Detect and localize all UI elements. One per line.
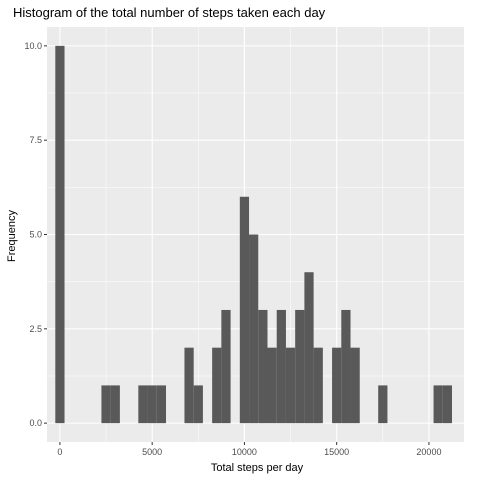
x-tick-label: 0 [57,447,62,457]
histogram-bar [341,309,351,424]
x-tick-label: 5000 [142,447,162,457]
histogram-bar [110,385,120,424]
histogram-bar [350,347,360,424]
histogram-bar [285,347,296,424]
histogram-bar [184,347,194,424]
x-axis-title: Total steps per day [211,462,304,474]
histogram-bars [55,45,453,424]
y-tick-label: 7.5 [29,135,42,145]
y-axis-ticks: 0.0 2.5 5.0 7.5 10.0 [24,41,47,428]
histogram-bar [258,309,268,424]
histogram-bar [295,309,305,424]
chart-title: Histogram of the total number of steps t… [13,5,326,20]
y-tick-label: 10.0 [24,41,42,51]
histogram-bar [304,272,314,424]
y-tick-label: 5.0 [29,230,42,240]
histogram-bar [193,385,203,424]
histogram-bar [101,385,111,424]
histogram-bar [276,309,286,424]
histogram-bar [378,385,388,424]
histogram-bar [249,234,259,424]
histogram-bar [442,385,453,424]
x-axis-ticks: 0 5000 10000 15000 20000 [57,442,441,457]
x-tick-label: 20000 [416,447,441,457]
histogram-bar [332,347,342,424]
histogram-bar [156,385,167,424]
histogram-bar [221,309,231,424]
y-axis-title: Frequency [6,210,18,262]
histogram-bar [239,196,250,424]
histogram-bar [212,347,222,424]
x-tick-label: 10000 [232,447,257,457]
y-tick-label: 2.5 [29,324,42,334]
histogram-bar [55,45,65,424]
histogram-bar [313,347,323,424]
x-tick-label: 15000 [324,447,349,457]
histogram-bar [138,385,148,424]
y-tick-label: 0.0 [29,418,42,428]
histogram-bar [147,385,157,424]
histogram-bar [267,347,277,424]
histogram-bar [433,385,443,424]
